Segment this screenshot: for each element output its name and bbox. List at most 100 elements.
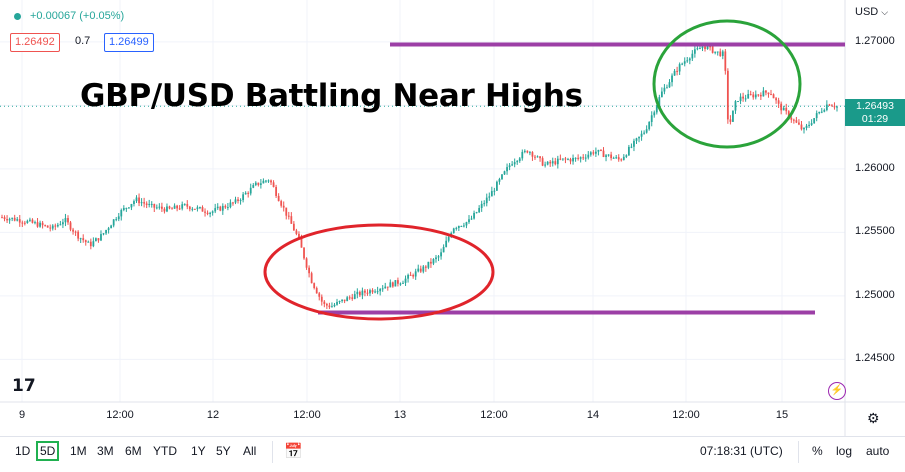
candle-body <box>120 210 123 217</box>
candle-body <box>64 218 67 223</box>
candle-body <box>315 287 318 294</box>
candle-body <box>158 206 161 208</box>
candle-body <box>457 226 460 228</box>
candle-body <box>176 205 179 209</box>
candle-body <box>234 199 237 203</box>
candle-body <box>572 157 574 162</box>
percent-toggle[interactable]: % <box>812 444 823 458</box>
bottom-toolbar <box>0 436 905 472</box>
candle-body <box>602 150 605 157</box>
candle-body <box>282 205 285 208</box>
timeframe-button-1d[interactable]: 1D <box>15 444 31 458</box>
candle-body <box>13 217 16 221</box>
tradingview-logo[interactable]: 17 <box>12 376 36 396</box>
price-axis-label: 1.25000 <box>855 288 895 301</box>
candle-body <box>310 273 313 284</box>
timeframe-button-3m[interactable]: 3M <box>97 444 114 458</box>
candle-body <box>178 208 181 210</box>
candle-body <box>204 211 206 213</box>
candle-body <box>407 274 409 279</box>
candle-body <box>226 207 229 209</box>
candle-body <box>287 215 290 217</box>
candle-body <box>97 238 100 241</box>
candle-body <box>759 94 762 97</box>
timeframe-button-ytd[interactable]: YTD <box>153 444 177 458</box>
candle-body <box>782 107 785 111</box>
candle-body <box>813 118 816 124</box>
candle-body <box>419 268 422 272</box>
candle-body <box>232 202 234 204</box>
candle-body <box>173 205 176 209</box>
candle-body <box>211 211 214 213</box>
candle-body <box>394 280 397 287</box>
candle-body <box>808 124 810 126</box>
timeframe-button-1y[interactable]: 1Y <box>191 444 206 458</box>
candle-body <box>452 228 455 234</box>
lightning-icon[interactable]: ⚡ <box>828 382 846 400</box>
candle-body <box>473 212 475 219</box>
candle-body <box>648 122 651 130</box>
candle-body <box>280 201 283 206</box>
candle-body <box>1 217 3 219</box>
candle-body <box>447 236 450 241</box>
sell-price-button[interactable]: 1.26492 <box>10 33 60 52</box>
candle-body <box>369 290 371 294</box>
candle-body <box>825 104 828 111</box>
candle-body <box>353 294 356 299</box>
candle-body <box>831 105 833 107</box>
time-axis-label: 12:00 <box>293 409 321 421</box>
buy-price-button[interactable]: 1.26499 <box>104 33 154 52</box>
auto-toggle[interactable]: auto <box>866 444 890 458</box>
settings-gear-icon[interactable]: ⚙ <box>867 410 880 426</box>
candle-body <box>620 159 623 161</box>
candle-body <box>31 219 34 223</box>
candle-body <box>117 216 120 220</box>
candle-body <box>191 208 194 210</box>
candle-body <box>199 207 201 209</box>
candle-body <box>574 157 577 159</box>
candle-body <box>589 152 592 155</box>
timeframe-button-6m[interactable]: 6M <box>125 444 142 458</box>
candle-body <box>77 231 80 239</box>
currency-selector[interactable]: USD ⌵ <box>855 6 888 18</box>
candle-body <box>82 238 85 241</box>
candle-body <box>130 204 133 208</box>
candle-body <box>348 297 351 299</box>
candle-body <box>488 196 491 198</box>
timeframe-button-all[interactable]: All <box>243 444 257 458</box>
candle-body <box>249 187 252 194</box>
candle-body <box>247 192 250 194</box>
candle-body <box>290 216 293 224</box>
candle-body <box>224 205 227 208</box>
candle-body <box>62 222 64 225</box>
candle-body <box>460 225 463 227</box>
candle-body <box>242 194 245 201</box>
candle-body <box>747 94 750 99</box>
timeframe-button-5y[interactable]: 5Y <box>216 444 231 458</box>
candle-body <box>767 92 770 95</box>
candle-body <box>343 299 346 302</box>
candle-body <box>389 282 392 288</box>
timeframe-button-1m[interactable]: 1M <box>70 444 87 458</box>
price-chart[interactable] <box>0 0 905 436</box>
candle-body <box>737 101 739 103</box>
candle-body <box>328 305 331 308</box>
candle-body <box>567 159 569 161</box>
candle-body <box>693 49 696 54</box>
candle-body <box>381 288 384 290</box>
candle-body <box>440 252 442 257</box>
candle-body <box>678 64 681 72</box>
candle-body <box>171 208 173 210</box>
candle-body <box>206 212 209 214</box>
candle-body <box>112 219 115 226</box>
candle-body <box>133 201 135 205</box>
candle-body <box>526 150 529 153</box>
log-toggle[interactable]: log <box>836 444 853 458</box>
date-range-icon[interactable]: 📅 <box>284 443 303 460</box>
candle-body <box>59 224 62 226</box>
candle-body <box>587 154 590 158</box>
timeframe-button-5d[interactable]: 5D <box>36 441 60 461</box>
candle-body <box>724 51 727 71</box>
time-axis-label: 12 <box>206 409 220 421</box>
utc-clock[interactable]: 07:18:31 (UTC) <box>700 444 783 458</box>
